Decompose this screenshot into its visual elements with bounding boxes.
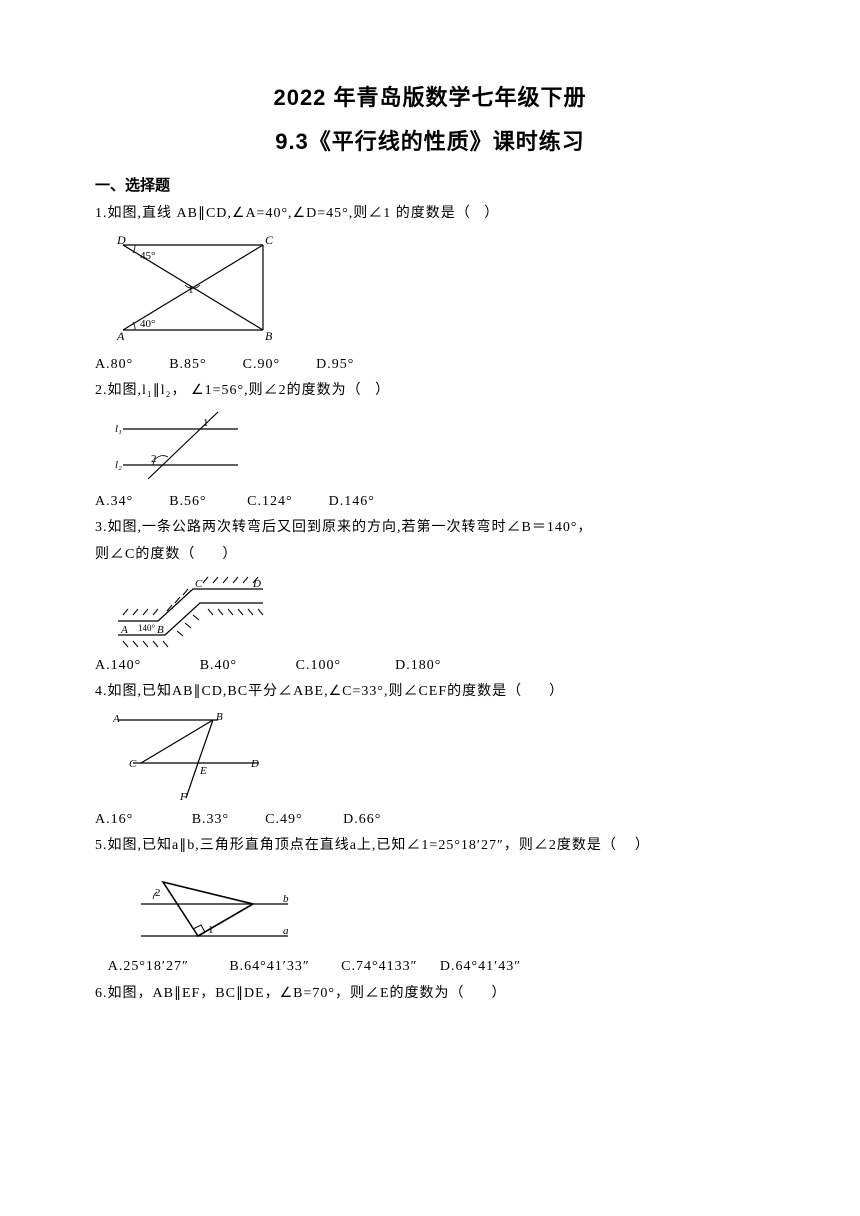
svg-text:1: 1 — [203, 417, 209, 429]
q3-text-2: 则∠C的度数（ ） — [95, 542, 765, 569]
q5-options: A.25°18′27″ B.64°41′33″ C.74°4133″ D.64°… — [95, 954, 765, 981]
svg-text:1: 1 — [188, 284, 194, 296]
svg-text:l₁: l₁ — [115, 423, 122, 435]
q2-text: 2.如图,l₁∥l₂， ∠1=56°,则∠2的度数为（ ） — [95, 378, 765, 405]
worksheet-page: 2022 年青岛版数学七年级下册 9.3《平行线的性质》课时练习 一、选择题 1… — [0, 0, 860, 1216]
svg-text:40°: 40° — [140, 318, 155, 330]
q3-text-1: 3.如图,一条公路两次转弯后又回到原来的方向,若第一次转弯时∠B＝140°， — [95, 515, 765, 542]
q3-options: A.140° B.40° C.100° D.180° — [95, 653, 765, 680]
svg-text:B: B — [265, 329, 273, 343]
svg-text:A: A — [116, 329, 125, 343]
svg-text:D: D — [250, 758, 259, 770]
q6-text: 6.如图，AB∥EF，BC∥DE，∠B=70°，则∠E的度数为（ ） — [95, 981, 765, 1008]
svg-text:l₂: l₂ — [115, 459, 122, 471]
svg-text:C: C — [195, 578, 203, 590]
svg-text:D: D — [252, 578, 261, 590]
q2-figure: l₁ l₂ 1 2 — [113, 407, 765, 485]
q3-figure: C D A B 140° — [113, 571, 765, 649]
q1-options: A.80° B.85° C.90° D.95° — [95, 352, 765, 379]
q4-options: A.16° B.33° C.49° D.66° — [95, 807, 765, 834]
svg-text:B: B — [216, 711, 223, 723]
q5-figure: b a 1 2 — [133, 862, 765, 950]
q1-figure: D C A B 45° 40° 1 — [113, 230, 765, 348]
svg-text:A: A — [120, 624, 128, 636]
svg-text:A: A — [113, 713, 120, 725]
q4-text: 4.如图,已知AB∥CD,BC平分∠ABE,∠C=33°,则∠CEF的度数是（ … — [95, 679, 765, 706]
svg-text:b: b — [283, 893, 289, 905]
section-heading: 一、选择题 — [95, 174, 765, 195]
q5-text: 5.如图,已知a∥b,三角形直角顶点在直线a上,已知∠1=25°18′27″，则… — [95, 833, 765, 860]
svg-text:F: F — [179, 791, 187, 803]
q2-options: A.34° B.56° C.124° D.146° — [95, 489, 765, 516]
page-title-1: 2022 年青岛版数学七年级下册 — [95, 80, 765, 112]
svg-text:C: C — [129, 758, 137, 770]
svg-text:E: E — [199, 765, 207, 777]
svg-text:45°: 45° — [140, 250, 155, 262]
svg-text:C: C — [265, 233, 274, 247]
q1-text: 1.如图,直线 AB∥CD,∠A=40°,∠D=45°,则∠1 的度数是（ ） — [95, 201, 765, 228]
svg-text:B: B — [157, 624, 164, 636]
svg-text:1: 1 — [208, 924, 214, 936]
svg-text:a: a — [283, 925, 289, 937]
page-title-2: 9.3《平行线的性质》课时练习 — [95, 124, 765, 156]
q4-figure: A B C D E F — [113, 708, 765, 803]
svg-text:140°: 140° — [138, 623, 156, 633]
svg-text:D: D — [116, 233, 126, 247]
